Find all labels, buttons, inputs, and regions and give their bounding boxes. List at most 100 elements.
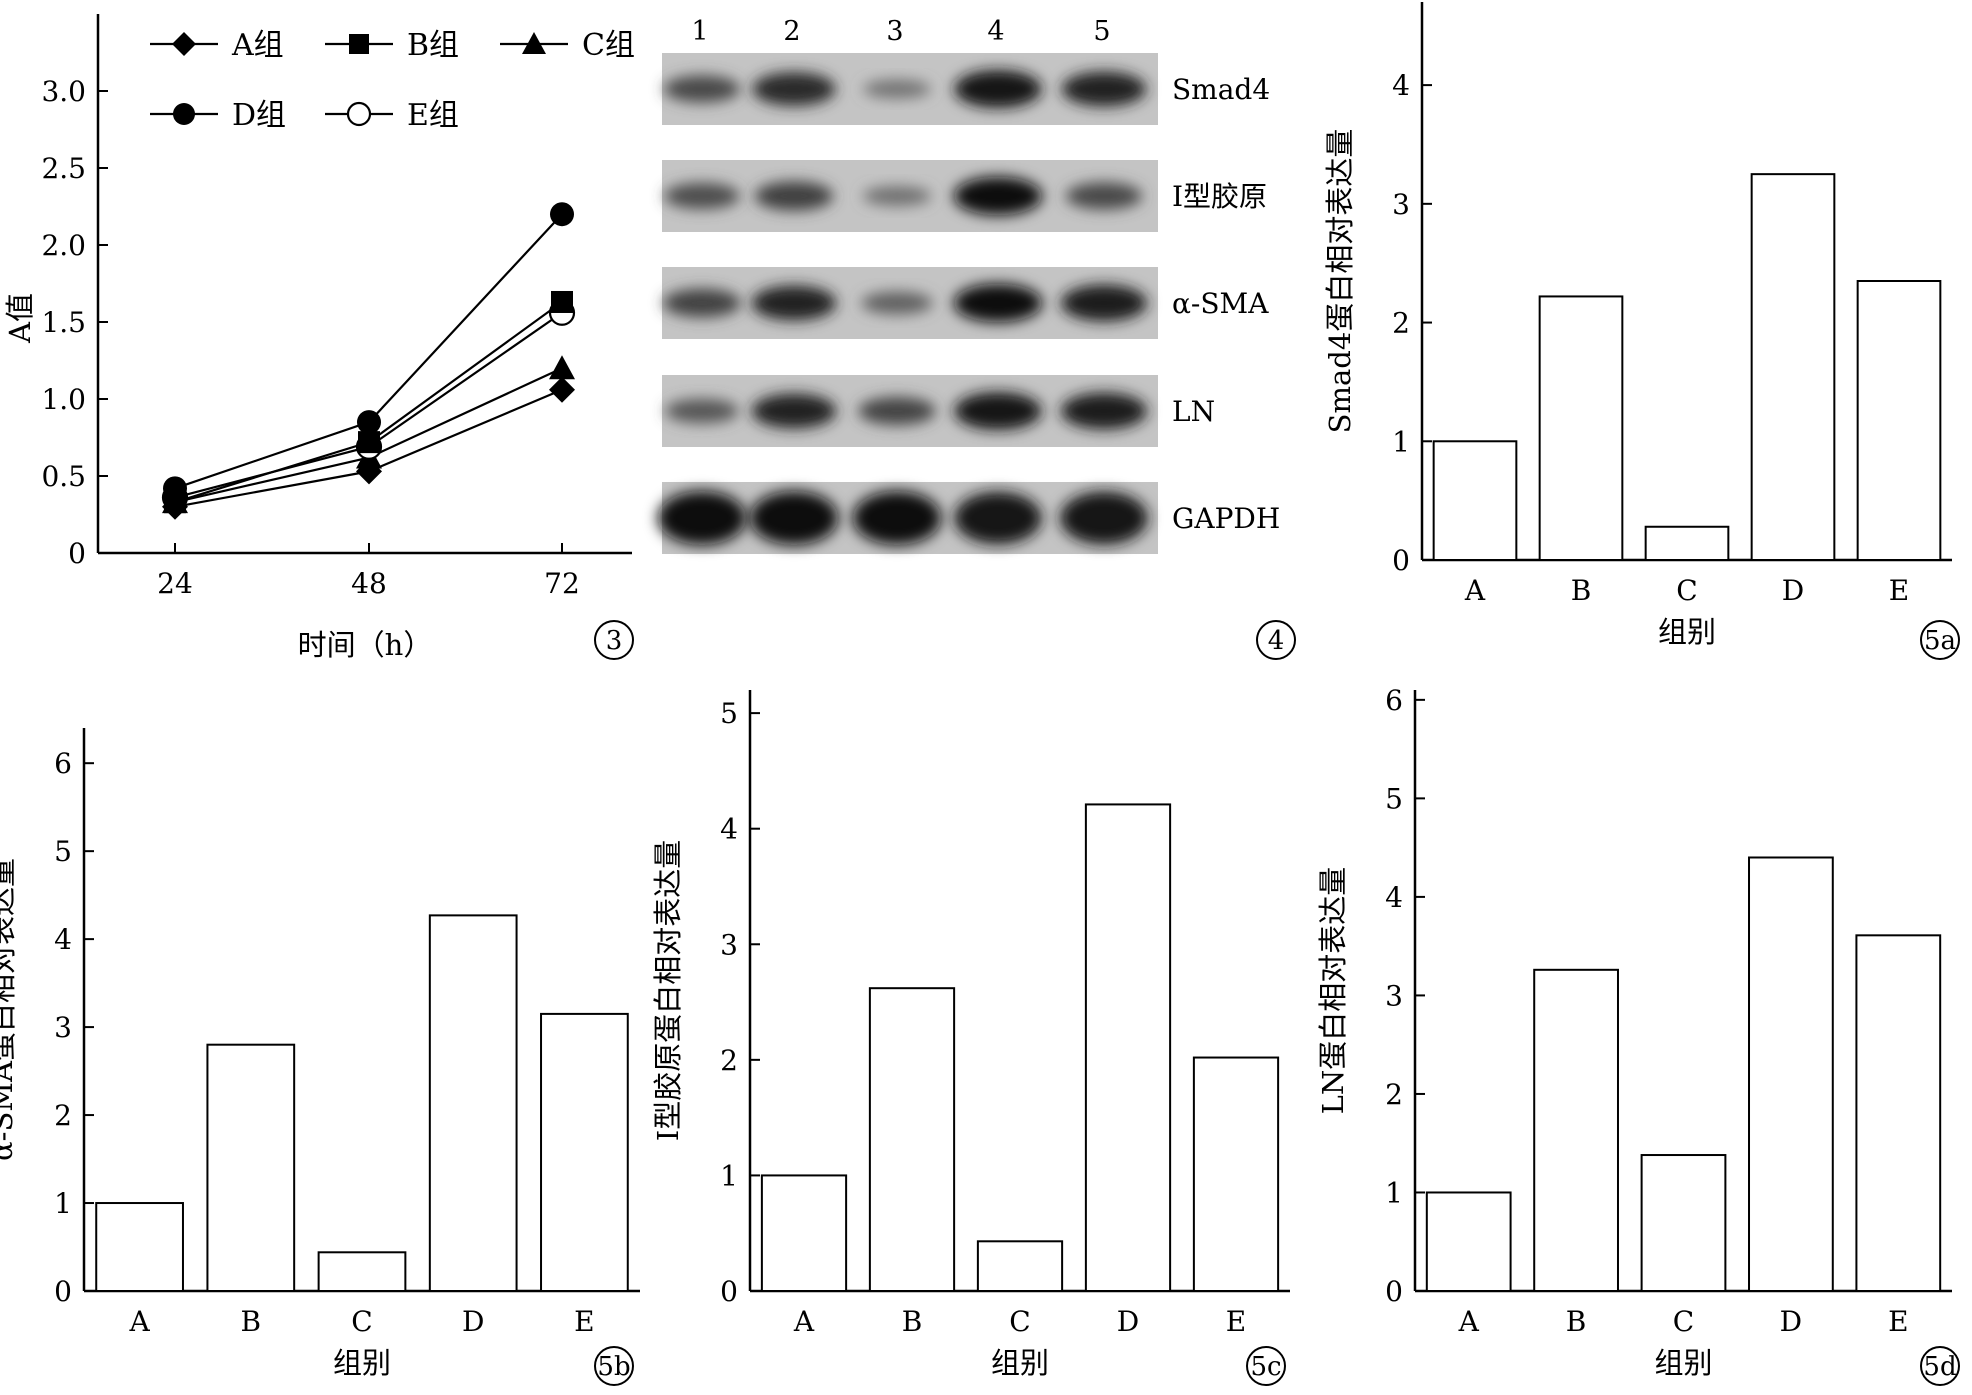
blot-band <box>954 392 1042 430</box>
x-tick-label: B <box>1566 1305 1587 1338</box>
bar-B <box>1538 295 1624 561</box>
x-axis-label: 组别 <box>1658 615 1716 649</box>
legend-label: A组 <box>231 28 284 63</box>
blot-band <box>1060 491 1148 545</box>
blot-band <box>1060 392 1148 430</box>
data-point <box>358 431 380 454</box>
blot-band <box>749 491 839 545</box>
x-tick-label: A <box>1458 1305 1480 1338</box>
x-tick-label: C <box>1673 1305 1694 1338</box>
lane-number: 2 <box>783 16 800 47</box>
y-tick-label: 2 <box>1385 1078 1403 1111</box>
x-tick-label: D <box>1780 1305 1802 1338</box>
bar-chart-panel-5a: 0 1 2 3 4 A B C D E 组别 Smad4蛋白相对表达量 5a <box>1323 2 1960 660</box>
y-tick-label: 3 <box>54 1011 72 1044</box>
x-tick-label: D <box>1782 574 1804 607</box>
bar-chart-panel-5c: 0 1 2 3 4 5 A B C D E 组别 Ⅰ型胶原蛋白相对表达量 5c <box>651 690 1290 1386</box>
bar-chart-panel-5b: 0 1 2 3 4 5 6 A B C D E 组别 α-SMA蛋白相对表达量 5b <box>0 728 640 1386</box>
y-tick-label: 6 <box>54 747 72 780</box>
blot-band-label: GAPDH <box>1172 502 1280 535</box>
lane-number: 1 <box>691 16 708 47</box>
x-tick-label: A <box>1464 574 1486 607</box>
panel-number-circle-5b <box>594 1346 634 1386</box>
blot-row-GAPDH: GAPDH <box>657 482 1280 554</box>
y-tick-label: 4 <box>54 923 72 956</box>
legend-marker <box>172 32 196 56</box>
blot-band <box>858 396 936 426</box>
y-axis-label: A值 <box>3 293 37 344</box>
series-D组 <box>163 202 574 501</box>
panel-number-circle-3 <box>594 620 634 660</box>
y-tick-label: 1.5 <box>41 306 86 339</box>
x-axis-label: 组别 <box>333 1346 391 1380</box>
bar-A <box>95 1202 184 1292</box>
bar-C <box>976 1240 1064 1292</box>
blot-row-Smad4: Smad4 <box>662 53 1270 125</box>
y-tick-label: 0 <box>54 1275 72 1308</box>
x-tick-label: 48 <box>351 567 387 600</box>
panel-number-5a: 5a <box>1924 626 1956 656</box>
x-axis-label: 组别 <box>991 1346 1049 1380</box>
x-tick-label: D <box>462 1305 484 1338</box>
bar-A <box>760 1174 848 1293</box>
data-point <box>551 290 573 313</box>
y-tick-label: 1.0 <box>41 383 86 416</box>
panel-number-circle-5a <box>1920 620 1960 660</box>
y-tick-label: 0.5 <box>41 460 86 493</box>
bar-E <box>1856 280 1942 561</box>
data-point <box>163 476 187 501</box>
blot-band <box>754 181 834 211</box>
panel-number-circle-5c <box>1246 1346 1286 1386</box>
blot-band <box>954 70 1042 108</box>
y-tick-label: 0 <box>720 1275 738 1308</box>
bar-E <box>1192 1056 1280 1293</box>
y-tick-label: 5 <box>720 697 738 730</box>
y-tick-label: 2 <box>54 1099 72 1132</box>
x-axis-label: 时间（h） <box>298 628 433 662</box>
panel-number-5d: 5d <box>1923 1352 1956 1382</box>
blot-band <box>1061 71 1147 107</box>
blot-band <box>852 491 942 545</box>
x-tick-label: E <box>1226 1305 1246 1338</box>
y-tick-label: 1 <box>1385 1176 1403 1209</box>
y-tick-label: 3 <box>1385 979 1403 1012</box>
lane-number: 5 <box>1093 16 1110 47</box>
bar-D <box>1748 856 1834 1293</box>
y-tick-label: 3.0 <box>41 75 86 108</box>
blot-row-α-SMA: α-SMA <box>662 267 1269 339</box>
y-tick-label: 1 <box>54 1187 72 1220</box>
y-tick-label: 5 <box>54 835 72 868</box>
blot-band <box>663 288 741 318</box>
blot-band <box>664 182 740 210</box>
legend-entry: A组 <box>150 28 284 63</box>
panel-number-3: 3 <box>606 626 623 656</box>
legend-marker <box>173 103 195 125</box>
blot-band-label: α-SMA <box>1172 287 1269 320</box>
blot-row-LN: LN <box>662 375 1215 447</box>
y-tick-label: 2 <box>720 1044 738 1077</box>
data-point <box>357 410 381 435</box>
x-tick-label: E <box>1889 574 1909 607</box>
bar-C <box>317 1251 407 1292</box>
panel-number-circle-5d <box>1920 1346 1960 1386</box>
x-tick-label: E <box>1888 1305 1908 1338</box>
y-tick-label: 5 <box>1385 782 1403 815</box>
x-tick-label: A <box>128 1305 150 1338</box>
legend-label: C组 <box>582 28 635 63</box>
panel-number-5b: 5b <box>597 1352 630 1382</box>
x-tick-label: 24 <box>157 567 193 600</box>
blot-band <box>665 398 739 424</box>
legend-entry: D组 <box>150 98 286 133</box>
y-tick-label: 0 <box>68 537 86 570</box>
bar-D <box>1084 803 1172 1292</box>
y-tick-label: 4 <box>720 813 738 846</box>
y-axis-label: α-SMA蛋白相对表达量 <box>0 858 19 1161</box>
data-point <box>549 376 575 403</box>
y-tick-label: 6 <box>1385 684 1403 717</box>
y-tick-label: 1 <box>720 1159 738 1192</box>
bar-E <box>540 1012 629 1292</box>
data-point <box>550 202 574 227</box>
bar-C <box>1640 1154 1727 1292</box>
blot-band-label: Smad4 <box>1172 73 1270 106</box>
legend-label: B组 <box>407 28 459 63</box>
